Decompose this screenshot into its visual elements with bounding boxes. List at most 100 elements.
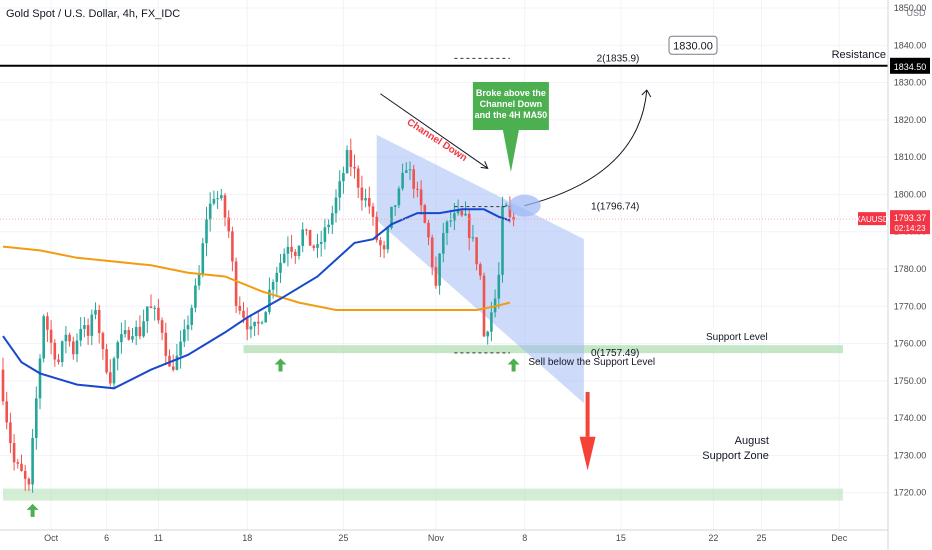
currency-label: USD bbox=[906, 8, 926, 18]
candle-body bbox=[438, 253, 441, 286]
candle-body bbox=[157, 307, 160, 321]
candle-body bbox=[512, 217, 515, 220]
time-tick-label: 11 bbox=[154, 533, 163, 543]
candle-body bbox=[427, 222, 430, 238]
candle-body bbox=[316, 244, 319, 248]
candle-body bbox=[271, 281, 275, 290]
candle-body bbox=[382, 245, 386, 250]
candle-body bbox=[504, 204, 508, 207]
price-axis: USD 1720.00 1730.00 1740.00 1750.00 1760.00 17… bbox=[855, 0, 930, 550]
candle-body bbox=[393, 205, 397, 207]
candle-body bbox=[20, 463, 23, 471]
price-tick-label: 1850.00 bbox=[894, 3, 927, 13]
resistance-price-tag bbox=[890, 57, 930, 74]
sell-below-label: Sell below the Support Level bbox=[528, 357, 655, 368]
candle-body bbox=[171, 366, 175, 370]
candle-body bbox=[146, 306, 149, 322]
target-label: 1830.00 bbox=[673, 40, 713, 52]
august-label: August bbox=[735, 435, 769, 447]
green-up-arrow bbox=[26, 503, 39, 517]
candle-body bbox=[412, 169, 415, 189]
symbol-tag bbox=[858, 212, 886, 226]
price-tick-label: 1800.00 bbox=[894, 189, 927, 199]
candle-body bbox=[112, 358, 116, 384]
fib-label: 2(1835.9) bbox=[597, 53, 640, 64]
price-tick-label: 1780.00 bbox=[894, 264, 927, 274]
price-tick-label: 1810.00 bbox=[894, 152, 927, 162]
candle-body bbox=[405, 170, 408, 173]
candle-body bbox=[216, 198, 219, 200]
price-tick-label: 1720.00 bbox=[894, 488, 927, 498]
candle-body bbox=[49, 329, 53, 343]
candle-body bbox=[109, 372, 112, 384]
candle-body bbox=[183, 329, 186, 342]
candle-body bbox=[5, 401, 8, 423]
fib-label: 0(1757.49) bbox=[591, 348, 639, 359]
candle-body bbox=[456, 210, 460, 214]
time-tick-label: 15 bbox=[616, 533, 626, 543]
candle-body bbox=[290, 246, 293, 252]
candle-body bbox=[282, 253, 286, 263]
candle-body bbox=[379, 240, 382, 246]
candle-body bbox=[57, 359, 60, 363]
candle-body bbox=[201, 243, 205, 275]
price-tick-label: 1760.00 bbox=[894, 339, 927, 349]
candle-body bbox=[38, 358, 42, 399]
price-tick-label: 1740.00 bbox=[894, 413, 927, 423]
candle-body bbox=[16, 462, 20, 464]
candle-body bbox=[390, 206, 393, 228]
candle-body bbox=[90, 314, 94, 336]
fib-label: 1(1796.74) bbox=[591, 202, 639, 213]
candle-body bbox=[479, 264, 482, 276]
candle-body bbox=[327, 224, 330, 228]
candle-body bbox=[482, 275, 486, 337]
candle-body bbox=[142, 321, 145, 337]
candle-body bbox=[449, 220, 452, 222]
candle-body bbox=[168, 355, 171, 367]
candle-body bbox=[338, 181, 341, 198]
ma200-line bbox=[2, 245, 511, 311]
candle-body bbox=[419, 189, 423, 206]
red-arrow-head bbox=[579, 436, 596, 471]
candle-body bbox=[349, 150, 353, 167]
channel-arrowhead bbox=[480, 161, 489, 169]
time-tick-label: 25 bbox=[338, 533, 348, 543]
channel-arrow bbox=[380, 93, 488, 169]
candle-body bbox=[208, 203, 212, 220]
price-tick-label: 1840.00 bbox=[894, 40, 927, 50]
candle-body bbox=[72, 341, 75, 355]
price-tick-label: 1830.00 bbox=[894, 78, 927, 88]
candle-body bbox=[42, 316, 45, 359]
candle-body bbox=[305, 229, 308, 231]
price-tick-label: 1730.00 bbox=[894, 450, 927, 460]
candle-body bbox=[501, 206, 504, 275]
candle-body bbox=[319, 241, 323, 245]
price-tick-label: 1750.00 bbox=[894, 376, 927, 386]
candle-body bbox=[127, 330, 131, 340]
candle-body bbox=[46, 316, 49, 330]
grid bbox=[0, 0, 888, 530]
breakout-circle bbox=[508, 194, 541, 217]
candle-body bbox=[205, 219, 208, 244]
time-tick-label: Dec bbox=[831, 533, 848, 543]
candle-body bbox=[364, 198, 367, 201]
candle-body bbox=[220, 195, 223, 199]
candle-body bbox=[9, 422, 12, 444]
candle-body bbox=[442, 233, 445, 254]
time-tick-label: Nov bbox=[428, 533, 445, 543]
candle-body bbox=[197, 274, 201, 286]
candle-body bbox=[386, 227, 390, 250]
candle-body bbox=[35, 398, 38, 438]
candle-body bbox=[79, 328, 82, 341]
candle-body bbox=[64, 334, 68, 342]
candle-body bbox=[497, 274, 501, 299]
candle-body bbox=[83, 325, 86, 329]
candle-body bbox=[53, 342, 57, 360]
candle-body bbox=[360, 187, 364, 201]
candle-body bbox=[508, 204, 512, 218]
moving-averages bbox=[2, 208, 511, 390]
candle-body bbox=[294, 251, 297, 256]
candle-body bbox=[371, 206, 375, 217]
candle-body bbox=[153, 307, 156, 309]
